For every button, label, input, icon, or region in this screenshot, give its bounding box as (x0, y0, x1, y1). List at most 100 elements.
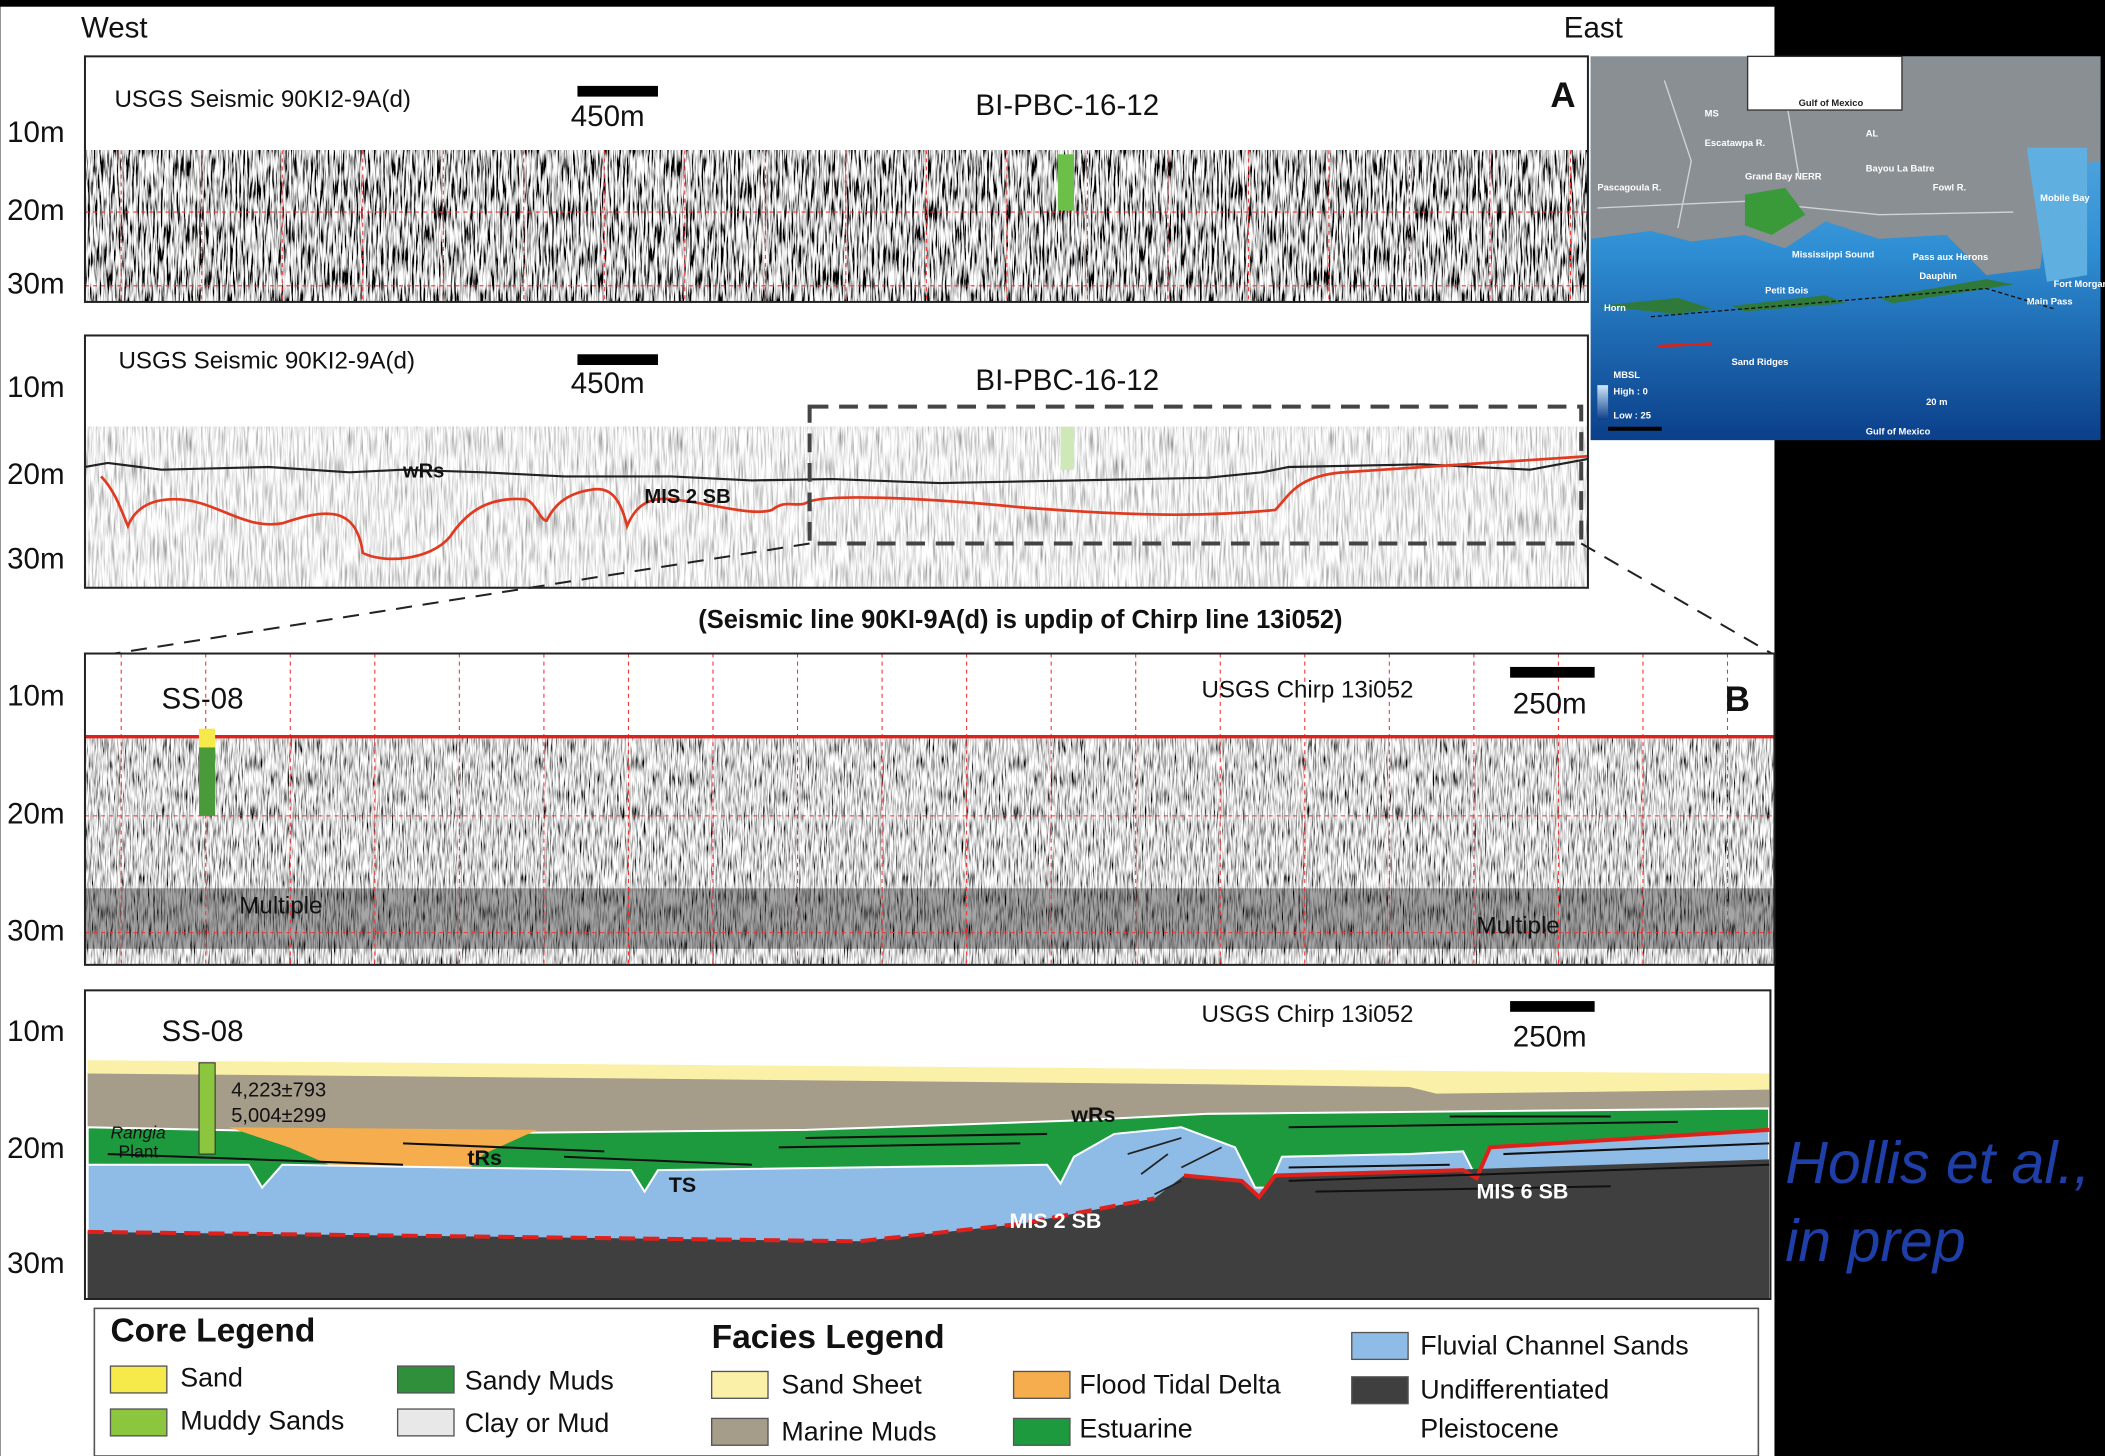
west-label: West (81, 11, 148, 44)
map-label: Escatawpa R. (1705, 137, 1765, 148)
core-column (199, 747, 215, 815)
map-ramp (1597, 385, 1608, 420)
legend-label: Marine Muds (781, 1416, 936, 1446)
map-label: Fowl R. (1933, 181, 1966, 192)
map-label: AL (1866, 128, 1879, 139)
legend-swatch (1352, 1377, 1408, 1404)
figure: West East USGS Seismic 90KI2-9A(d) 450m … (0, 0, 2105, 1456)
depth-label: 10m (7, 680, 64, 713)
map-label: Fort Morgan (2054, 278, 2105, 289)
depth-label: 20m (7, 1132, 64, 1165)
map-label: Horn (1604, 302, 1626, 313)
scale-bar (1510, 1001, 1595, 1012)
legend-swatch (1014, 1418, 1070, 1445)
surface-label: TS (669, 1173, 696, 1197)
map-label: Mobile Bay (2040, 192, 2090, 203)
legend-swatch (398, 1366, 454, 1393)
depth-label: 10m (7, 116, 64, 149)
map-label: Bayou La Batre (1866, 163, 1935, 174)
legend-swatch (110, 1409, 166, 1436)
core-column (1061, 427, 1074, 470)
citation: in prep (1785, 1208, 1966, 1274)
seismic-image (85, 150, 1588, 302)
scale-label: 250m (1513, 688, 1587, 721)
fossil-label: Plant (119, 1141, 159, 1161)
legend-swatch (712, 1418, 768, 1445)
map-label: Low : 25 (1613, 409, 1651, 420)
line-name: USGS Seismic 90KI2-9A(d) (119, 348, 416, 375)
legend-title: Facies Legend (712, 1319, 945, 1356)
legend-title: Core Legend (110, 1312, 315, 1349)
map-label: Gulf of Mexico (1799, 97, 1864, 108)
seismic-image (85, 427, 1588, 588)
depth-label: 20m (7, 458, 64, 491)
panel-letter: A (1550, 76, 1575, 115)
horizon-label: wRs (402, 461, 444, 483)
map-label: Mississippi Sound (1792, 248, 1875, 259)
line-name: USGS Seismic 90KI2-9A(d) (114, 86, 411, 113)
legend-label: Pleistocene (1420, 1414, 1559, 1444)
scale-label: 450m (571, 100, 645, 133)
body: West East USGS Seismic 90KI2-9A(d) 450m … (0, 0, 2105, 1456)
map-label: MBSL (1613, 369, 1640, 380)
legend-label: Flood Tidal Delta (1079, 1369, 1280, 1399)
line-name: USGS Chirp 13i052 (1201, 1001, 1413, 1028)
map-scale (1608, 427, 1662, 431)
map-label: Gulf of Mexico (1866, 426, 1931, 437)
map-label: Pascagoula R. (1597, 181, 1661, 192)
depth-label: 30m (7, 1247, 64, 1280)
map-label: High : 0 (1613, 385, 1647, 396)
map-label: Sand Ridges (1732, 356, 1789, 367)
core-column (199, 1063, 215, 1154)
core-name: SS-08 (161, 1015, 243, 1048)
legend-label: Sand (180, 1363, 243, 1393)
caption: (Seismic line 90KI-9A(d) is updip of Chi… (698, 606, 1342, 634)
depth-label: 30m (7, 543, 64, 576)
legend-label: Muddy Sands (180, 1406, 344, 1436)
surface-label: wRs (1070, 1103, 1115, 1127)
east-label: East (1564, 11, 1623, 44)
horizon-label: MIS 2 SB (645, 486, 731, 508)
core-name: SS-08 (161, 682, 243, 715)
legend-swatch (1352, 1333, 1408, 1360)
scale-label: 450m (571, 367, 645, 400)
line-name: USGS Chirp 13i052 (1201, 676, 1413, 703)
depth-label: 20m (7, 798, 64, 831)
annotation: Multiple (239, 893, 322, 920)
legend-label: Undifferentiated (1420, 1375, 1609, 1405)
depth-label: 10m (7, 1015, 64, 1048)
scale-bar (577, 86, 658, 97)
legend-swatch (712, 1371, 768, 1398)
legend-label: Fluvial Channel Sands (1420, 1330, 1688, 1360)
surface-label: tRs (467, 1146, 502, 1170)
legend-label: Sand Sheet (781, 1369, 922, 1399)
surface-label: MIS 2 SB (1010, 1209, 1102, 1233)
map-label: 20 m (1926, 396, 1947, 407)
location-map: MS AL Gulf of Mexico Escatawpa R. Pascag… (1591, 56, 2105, 440)
depth-label: 30m (7, 914, 64, 947)
core-name: BI-PBC-16-12 (975, 89, 1159, 122)
legend-swatch (398, 1409, 454, 1436)
core-column (1058, 154, 1074, 210)
scale-bar (1510, 667, 1595, 678)
map-label: Dauphin (1919, 270, 1957, 281)
depth-label: 20m (7, 194, 64, 227)
age-label: 5,004±299 (231, 1105, 326, 1127)
legend-swatch (1014, 1371, 1070, 1398)
panel-letter: B (1725, 680, 1750, 719)
depth-label: 30m (7, 268, 64, 301)
map-label: Main Pass (2027, 295, 2073, 306)
legend-label: Clay or Mud (465, 1408, 610, 1438)
core-name: BI-PBC-16-12 (975, 364, 1159, 397)
scale-bar (577, 354, 658, 365)
surface-label: MIS 6 SB (1477, 1180, 1569, 1204)
legend-label: Sandy Muds (465, 1365, 614, 1395)
map-label: MS (1705, 108, 1719, 119)
map-label: Grand Bay NERR (1745, 171, 1822, 182)
citation: Hollis et al., (1785, 1130, 2090, 1196)
scale-label: 250m (1513, 1020, 1587, 1053)
fossil-label: Rangia (110, 1123, 166, 1143)
page: Seismic and Chirp cross-sections {"heade… (0, 0, 2105, 1456)
map-label: Pass aux Herons (1913, 251, 1989, 262)
annotation: Multiple (1477, 913, 1560, 940)
